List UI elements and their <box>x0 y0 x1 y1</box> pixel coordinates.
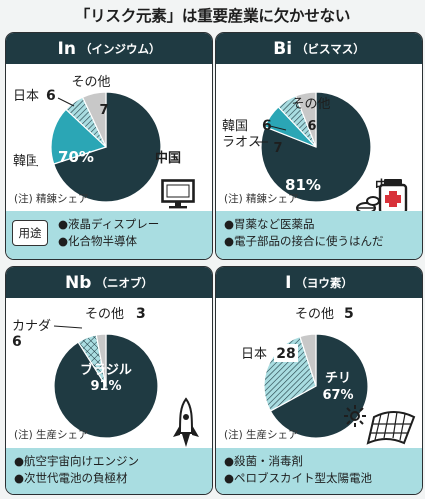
element-name: （インジウム） <box>79 41 161 56</box>
element-name: （ニオブ） <box>95 275 153 290</box>
value-label: 6 <box>307 119 316 134</box>
element-symbol: Bi <box>273 38 293 59</box>
source-note: (注) 精錬シェア <box>14 193 89 205</box>
value-label: 17 <box>32 151 53 169</box>
panel-header: I （ヨウ素） <box>216 267 422 298</box>
slice-label: その他 <box>85 307 124 322</box>
slice-label: その他 <box>291 97 330 112</box>
element-name: （ヨウ素） <box>295 275 353 290</box>
value-label: 5 <box>344 306 354 322</box>
slice-label: 日本 <box>241 347 267 362</box>
element-name: （ビスマス） <box>296 41 365 56</box>
solar-panel-icon <box>344 405 416 445</box>
element-symbol: Nb <box>65 272 92 293</box>
value-label: 70% <box>58 148 94 166</box>
value-label: 6 <box>46 88 56 104</box>
pie-slice <box>53 333 159 439</box>
use-item: ●ペロブスカイト型太陽電池 <box>224 471 373 485</box>
slice-label: その他 <box>295 307 334 322</box>
leader-line <box>57 97 75 107</box>
slice-label: ブラジル <box>80 362 132 378</box>
slice-label: カナダ <box>12 319 51 334</box>
leader-line <box>269 125 287 131</box>
uses-box: ●胃薬など医薬品 ●電子部品の接合に使うはんだ <box>216 211 422 259</box>
value-label: 81% <box>285 176 321 194</box>
slice-label: ラオス <box>222 135 261 150</box>
value-label: 91% <box>90 379 121 394</box>
slice-label: 日本 <box>13 89 39 104</box>
use-item: ●胃薬など医薬品 <box>224 217 315 231</box>
use-tag: 用途 <box>12 220 48 246</box>
value-label: 6 <box>262 118 272 134</box>
value-label: 28 <box>276 346 295 362</box>
uses-box: ●殺菌・消毒剤 ●ペロブスカイト型太陽電池 <box>216 448 422 494</box>
slice-label: 韓国 <box>13 154 39 169</box>
value-label: 7 <box>273 141 282 156</box>
page-title: 「リスク元素」は重要産業に欠かせない <box>74 7 351 25</box>
pie-slice <box>95 333 107 387</box>
value-label: 7 <box>99 103 108 118</box>
pie-chart: チリ 67% 日本 28 その他 5 <box>241 306 369 439</box>
use-item: ●化合物半導体 <box>58 234 138 248</box>
uses-box: ●航空宇宙向けエンジン ●次世代電池の負極材 <box>6 448 212 494</box>
slice-label: 韓国 <box>222 119 248 134</box>
element-symbol: In <box>57 38 76 59</box>
source-note: (注) 生産シェア <box>224 429 299 441</box>
monitor-icon <box>161 179 195 209</box>
pie-slice <box>50 108 108 165</box>
medicine-icon <box>356 179 408 215</box>
panel-header: In （インジウム） <box>6 33 212 64</box>
value-label: 6 <box>12 334 22 350</box>
slice-label: チリ <box>325 371 351 386</box>
panel-niobium: Nb （ニオブ） ブラジル 91% カナダ 6 その他 3 (注) 生産シェア ●航空宇宙… <box>5 266 213 495</box>
value-label-bg <box>274 344 298 362</box>
use-item: ●次世代電池の負極材 <box>14 471 128 485</box>
uses-box: 用途 ●液晶ディスプレー ●化合物半導体 <box>6 211 212 259</box>
leader-line <box>53 325 83 329</box>
panel-indium: In （インジウム） 中国 70% 韓国 17 日本 6 その他 7 (注) 精錬シェア 用途… <box>5 32 213 260</box>
panel-header: Bi （ビスマス） <box>216 33 422 64</box>
panel-header: Nb （ニオブ） <box>6 267 212 298</box>
value-label: 67% <box>322 388 353 403</box>
pie-slice <box>269 333 369 439</box>
slice-label: 中国 <box>155 150 181 166</box>
source-note: (注) 精錬シェア <box>224 193 299 205</box>
pie-slice <box>81 91 107 148</box>
slice-label: その他 <box>71 75 110 90</box>
pie-slice <box>299 333 317 387</box>
use-item: ●航空宇宙向けエンジン <box>14 454 140 468</box>
use-item: ●殺菌・消毒剤 <box>224 454 304 468</box>
use-item: ●液晶ディスプレー <box>58 217 160 231</box>
pie-slice <box>294 91 317 148</box>
use-item: ●電子部品の接合に使うはんだ <box>224 234 384 248</box>
rocket-icon <box>173 397 199 447</box>
pie-slice <box>52 91 162 203</box>
panel-iodine: I （ヨウ素） チリ 67% 日本 28 その他 5 (注) 生産シェア ●殺菌・消毒剤 … <box>215 266 423 495</box>
value-label: 3 <box>136 306 146 322</box>
element-symbol: I <box>285 272 292 293</box>
source-note: (注) 生産シェア <box>14 429 89 441</box>
